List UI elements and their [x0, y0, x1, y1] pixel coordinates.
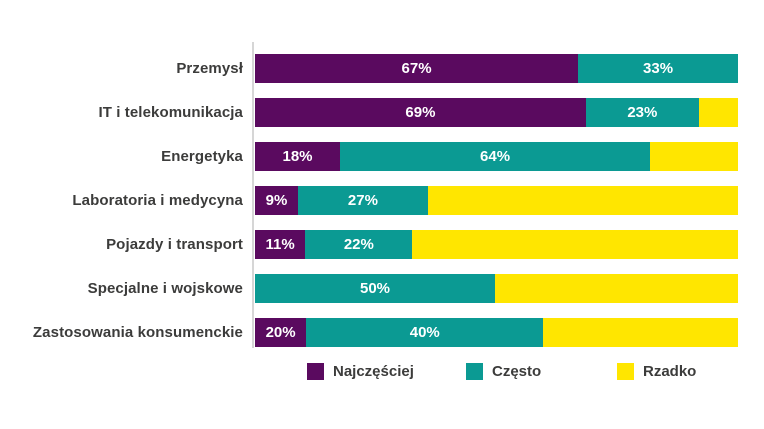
- bar-segment-czesto: 23%: [585, 98, 699, 127]
- bar-row: 9% 27%: [255, 186, 738, 215]
- bar-segment-najczesciej: 18%: [255, 142, 340, 171]
- category-label: Zastosowania konsumenckie: [32, 324, 243, 341]
- category-label: Energetyka: [161, 148, 243, 165]
- bar-segment-czesto: 27%: [297, 186, 428, 215]
- bar-segment-czesto: 50%: [255, 274, 496, 303]
- segment-value-label: 33%: [643, 60, 674, 77]
- segment-value-label: 9%: [265, 192, 288, 209]
- segment-value-label: 18%: [282, 148, 313, 165]
- category-label: Przemysł: [176, 60, 243, 77]
- legend-label: Często: [492, 362, 542, 380]
- segment-value-label: 50%: [360, 280, 391, 297]
- bar-segment-czesto: 64%: [340, 142, 651, 171]
- bar-segment-rzadko: [495, 274, 738, 303]
- bar-row: 18% 64%: [255, 142, 738, 171]
- bar-row: 67% 33%: [255, 54, 738, 83]
- segment-value-label: 27%: [347, 192, 378, 209]
- bar-segment-rzadko: [543, 318, 738, 347]
- legend-swatch-rzadko: [617, 362, 634, 380]
- legend-item-rzadko: Rzadko: [617, 362, 696, 380]
- bar-segment-najczesciej: 11%: [255, 230, 306, 259]
- category-label: Specjalne i wojskowe: [87, 280, 243, 297]
- bar-segment-czesto: 22%: [305, 230, 413, 259]
- y-axis-line: [252, 42, 254, 348]
- bar-row: 20% 40%: [255, 318, 738, 347]
- bar-segment-czesto: 40%: [306, 318, 544, 347]
- legend-label: Najczęściej: [333, 362, 414, 380]
- legend-swatch-najczesciej: [307, 362, 324, 380]
- segment-value-label: 40%: [409, 324, 440, 341]
- bar-row: 69% 23%: [255, 98, 738, 127]
- segment-value-label: 20%: [265, 324, 296, 341]
- bar-segment-najczesciej: 9%: [255, 186, 298, 215]
- segment-value-label: 64%: [480, 148, 511, 165]
- legend-item-czesto: Często: [466, 362, 541, 380]
- segment-value-label: 69%: [405, 104, 436, 121]
- bar-row: 50%: [255, 274, 738, 303]
- segment-value-label: 23%: [627, 104, 658, 121]
- segment-value-label: 11%: [265, 236, 295, 253]
- bar-segment-rzadko: [650, 142, 738, 171]
- category-label: Pojazdy i transport: [106, 236, 243, 253]
- segment-value-label: 67%: [401, 60, 432, 77]
- bar-segment-rzadko: [412, 230, 738, 259]
- segment-value-label: 22%: [343, 236, 374, 253]
- legend-swatch-czesto: [466, 362, 483, 380]
- bar-segment-rzadko: [698, 98, 738, 127]
- bar-segment-najczesciej: 67%: [255, 54, 579, 83]
- category-label: IT i telekomunikacja: [98, 104, 243, 121]
- bar-segment-najczesciej: 20%: [255, 318, 307, 347]
- bar-segment-rzadko: [427, 186, 738, 215]
- bar-segment-najczesciej: 69%: [255, 98, 586, 127]
- category-label: Laboratoria i medycyna: [72, 192, 243, 209]
- legend-label: Rzadko: [643, 362, 697, 380]
- bar-segment-czesto: 33%: [578, 54, 738, 83]
- legend-item-najczesciej: Najczęściej: [307, 362, 414, 380]
- bar-row: 11% 22%: [255, 230, 738, 259]
